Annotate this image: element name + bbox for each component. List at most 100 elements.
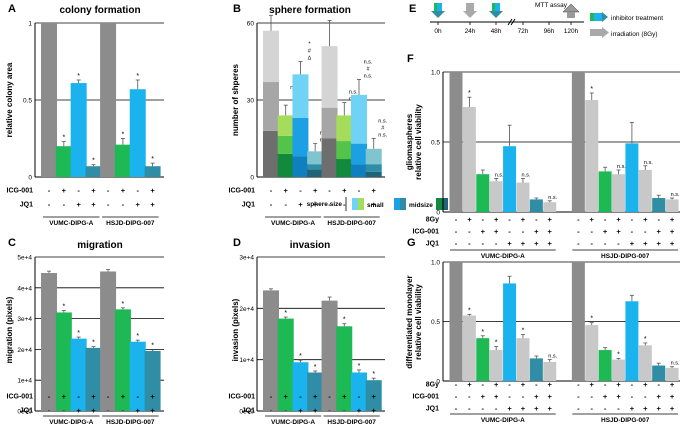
- panel-B-significance: #: [308, 49, 312, 55]
- panel-F-significance: n.s.: [644, 160, 653, 166]
- panel-B-condition-sign: +: [372, 186, 377, 195]
- panel-F-condition-sign: +: [670, 215, 675, 224]
- panel-G-bar: [612, 359, 626, 381]
- panel-F-bar: [476, 174, 490, 212]
- panel-F-panel-letter: F: [407, 53, 414, 65]
- panel-F-condition-sign: -: [577, 227, 580, 236]
- panel-G-condition-sign: -: [604, 380, 607, 389]
- panel-D-bar: [351, 372, 367, 411]
- panel-G-row-label-JQ1: JQ1: [426, 406, 439, 413]
- panel-D-condition-sign: -: [358, 392, 361, 401]
- panel-A-bar: [100, 23, 117, 177]
- panel-G-bar: [585, 325, 599, 381]
- panel-C-bar: [114, 309, 131, 411]
- panel-G-condition-sign: -: [631, 380, 634, 389]
- panel-D-bar: [336, 326, 353, 411]
- panel-F-bar: [665, 199, 679, 212]
- panel-B-condition-sign: +: [313, 200, 318, 209]
- panel-G-condition-sign: -: [508, 392, 511, 401]
- panel-A-significance: *: [122, 132, 125, 139]
- panel-G-y-tick-label: 0.5: [431, 319, 440, 326]
- panel-D-condition-sign: -: [343, 406, 346, 415]
- panel-B-bar-midsize: [292, 117, 309, 157]
- panel-A-condition-sign: +: [62, 186, 67, 195]
- panel-C-y-tick-label: 2e+4: [17, 347, 32, 354]
- panel-F-condition-sign: +: [616, 227, 621, 236]
- panel-C-y-tick-label: 3e+4: [17, 316, 32, 323]
- panel-F-significance: n.s.: [495, 172, 504, 178]
- panel-A-title: colony formation: [59, 5, 140, 16]
- panel-A-condition-sign: +: [91, 186, 96, 195]
- panel-B-condition-sign: -: [270, 200, 273, 209]
- panel-B-bar-small: [365, 148, 382, 165]
- panel-D-bar: [365, 380, 382, 411]
- panel-C-bar: [129, 341, 146, 411]
- panel-B-condition-sign: -: [328, 200, 331, 209]
- panel-C-bar: [144, 350, 161, 411]
- panel-G-condition-sign: +: [670, 380, 675, 389]
- panel-B-group-label: HSJD-DIPG-007: [327, 220, 376, 227]
- panel-G-condition-sign: -: [617, 404, 620, 413]
- panel-B-condition-sign: -: [343, 200, 346, 209]
- panel-C-condition-sign: -: [122, 406, 125, 415]
- panel-F-condition-sign: +: [670, 239, 675, 248]
- panel-G-row-label-8Gy: 8Gy: [426, 382, 439, 389]
- panel-E-axis-break: [510, 18, 516, 26]
- panel-G-condition-sign: +: [467, 380, 472, 389]
- panel-D-condition-sign: +: [372, 406, 377, 415]
- panel-G-bar: [652, 365, 666, 381]
- panel-G-y-label: relative cell viability: [414, 284, 423, 360]
- panel-F-bar: [462, 107, 476, 212]
- panel-D-condition-sign: -: [284, 406, 287, 415]
- panel-C-condition-sign: +: [136, 406, 141, 415]
- panel-G-condition-sign: -: [455, 392, 458, 401]
- panel-F-bar: [449, 72, 463, 212]
- panel-A-condition-sign: -: [107, 200, 110, 209]
- panel-G-bar: [462, 315, 476, 381]
- panel-G-condition-sign: +: [494, 392, 499, 401]
- panel-B-condition-sign: -: [328, 186, 331, 195]
- panel-C-bar: [100, 271, 117, 411]
- panel-F-condition-sign: -: [482, 215, 485, 224]
- panel-B-y-tick-label: 60: [247, 21, 255, 28]
- panel-G-condition-sign: +: [630, 404, 635, 413]
- panel-C-bar: [41, 273, 57, 411]
- panel-C-row-label-ICG-001: ICG-001: [7, 394, 34, 401]
- panel-B-bar-midsize: [277, 135, 294, 154]
- panel-G-row-label-ICG-001: ICG-001: [413, 394, 440, 401]
- panel-G-significance: n.s.: [671, 361, 680, 367]
- panel-G-significance: *: [644, 336, 647, 343]
- panel-F-y-tick-label: 1.0: [431, 70, 440, 77]
- panel-G-condition-sign: -: [508, 380, 511, 389]
- panel-G-condition-sign: -: [644, 392, 647, 401]
- panel-G-bar: [449, 262, 463, 381]
- panel-G-bar: [516, 338, 530, 381]
- panel-A-group-label: VUMC-DIPG-A: [49, 220, 93, 227]
- panel-A-row-label-ICG-001: ICG-001: [7, 188, 34, 195]
- panel-F-condition-sign: -: [495, 239, 498, 248]
- panel-A-group-label: HSJD-DIPG-007: [106, 220, 155, 227]
- panel-F-bar: [489, 181, 503, 212]
- panel-D-condition-sign: +: [357, 406, 362, 415]
- panel-G-bar: [543, 361, 557, 381]
- panel-B-bar-large: [351, 164, 367, 177]
- panel-F-significance: n.s.: [671, 192, 680, 198]
- panel-C-group-label: VUMC-DIPG-A: [49, 419, 93, 426]
- panel-F-condition-sign: -: [657, 215, 660, 224]
- panel-G-condition-sign: -: [482, 404, 485, 413]
- panel-B-legend-swatch: [436, 198, 442, 210]
- panel-D-significance: *: [372, 371, 375, 378]
- panel-F-condition-sign: +: [467, 215, 472, 224]
- panel-G-condition-sign: -: [455, 380, 458, 389]
- panel-D-condition-sign: +: [372, 392, 377, 401]
- panel-D-y-tick-label: 0e+0: [239, 409, 254, 416]
- panel-E-arrow-head: [489, 11, 503, 18]
- panel-B-bar-midsize: [351, 143, 367, 165]
- panel-F-condition-sign: +: [603, 227, 608, 236]
- panel-E-arrow-shaft: [434, 3, 442, 11]
- panel-F-bar: [652, 198, 666, 212]
- panel-G-y-label: differentiated monolayer: [405, 275, 414, 368]
- panel-D-y-tick-label: 3e+4: [239, 255, 254, 262]
- panel-B-bar-midsize: [263, 82, 279, 131]
- panel-D-significance: *: [358, 363, 361, 370]
